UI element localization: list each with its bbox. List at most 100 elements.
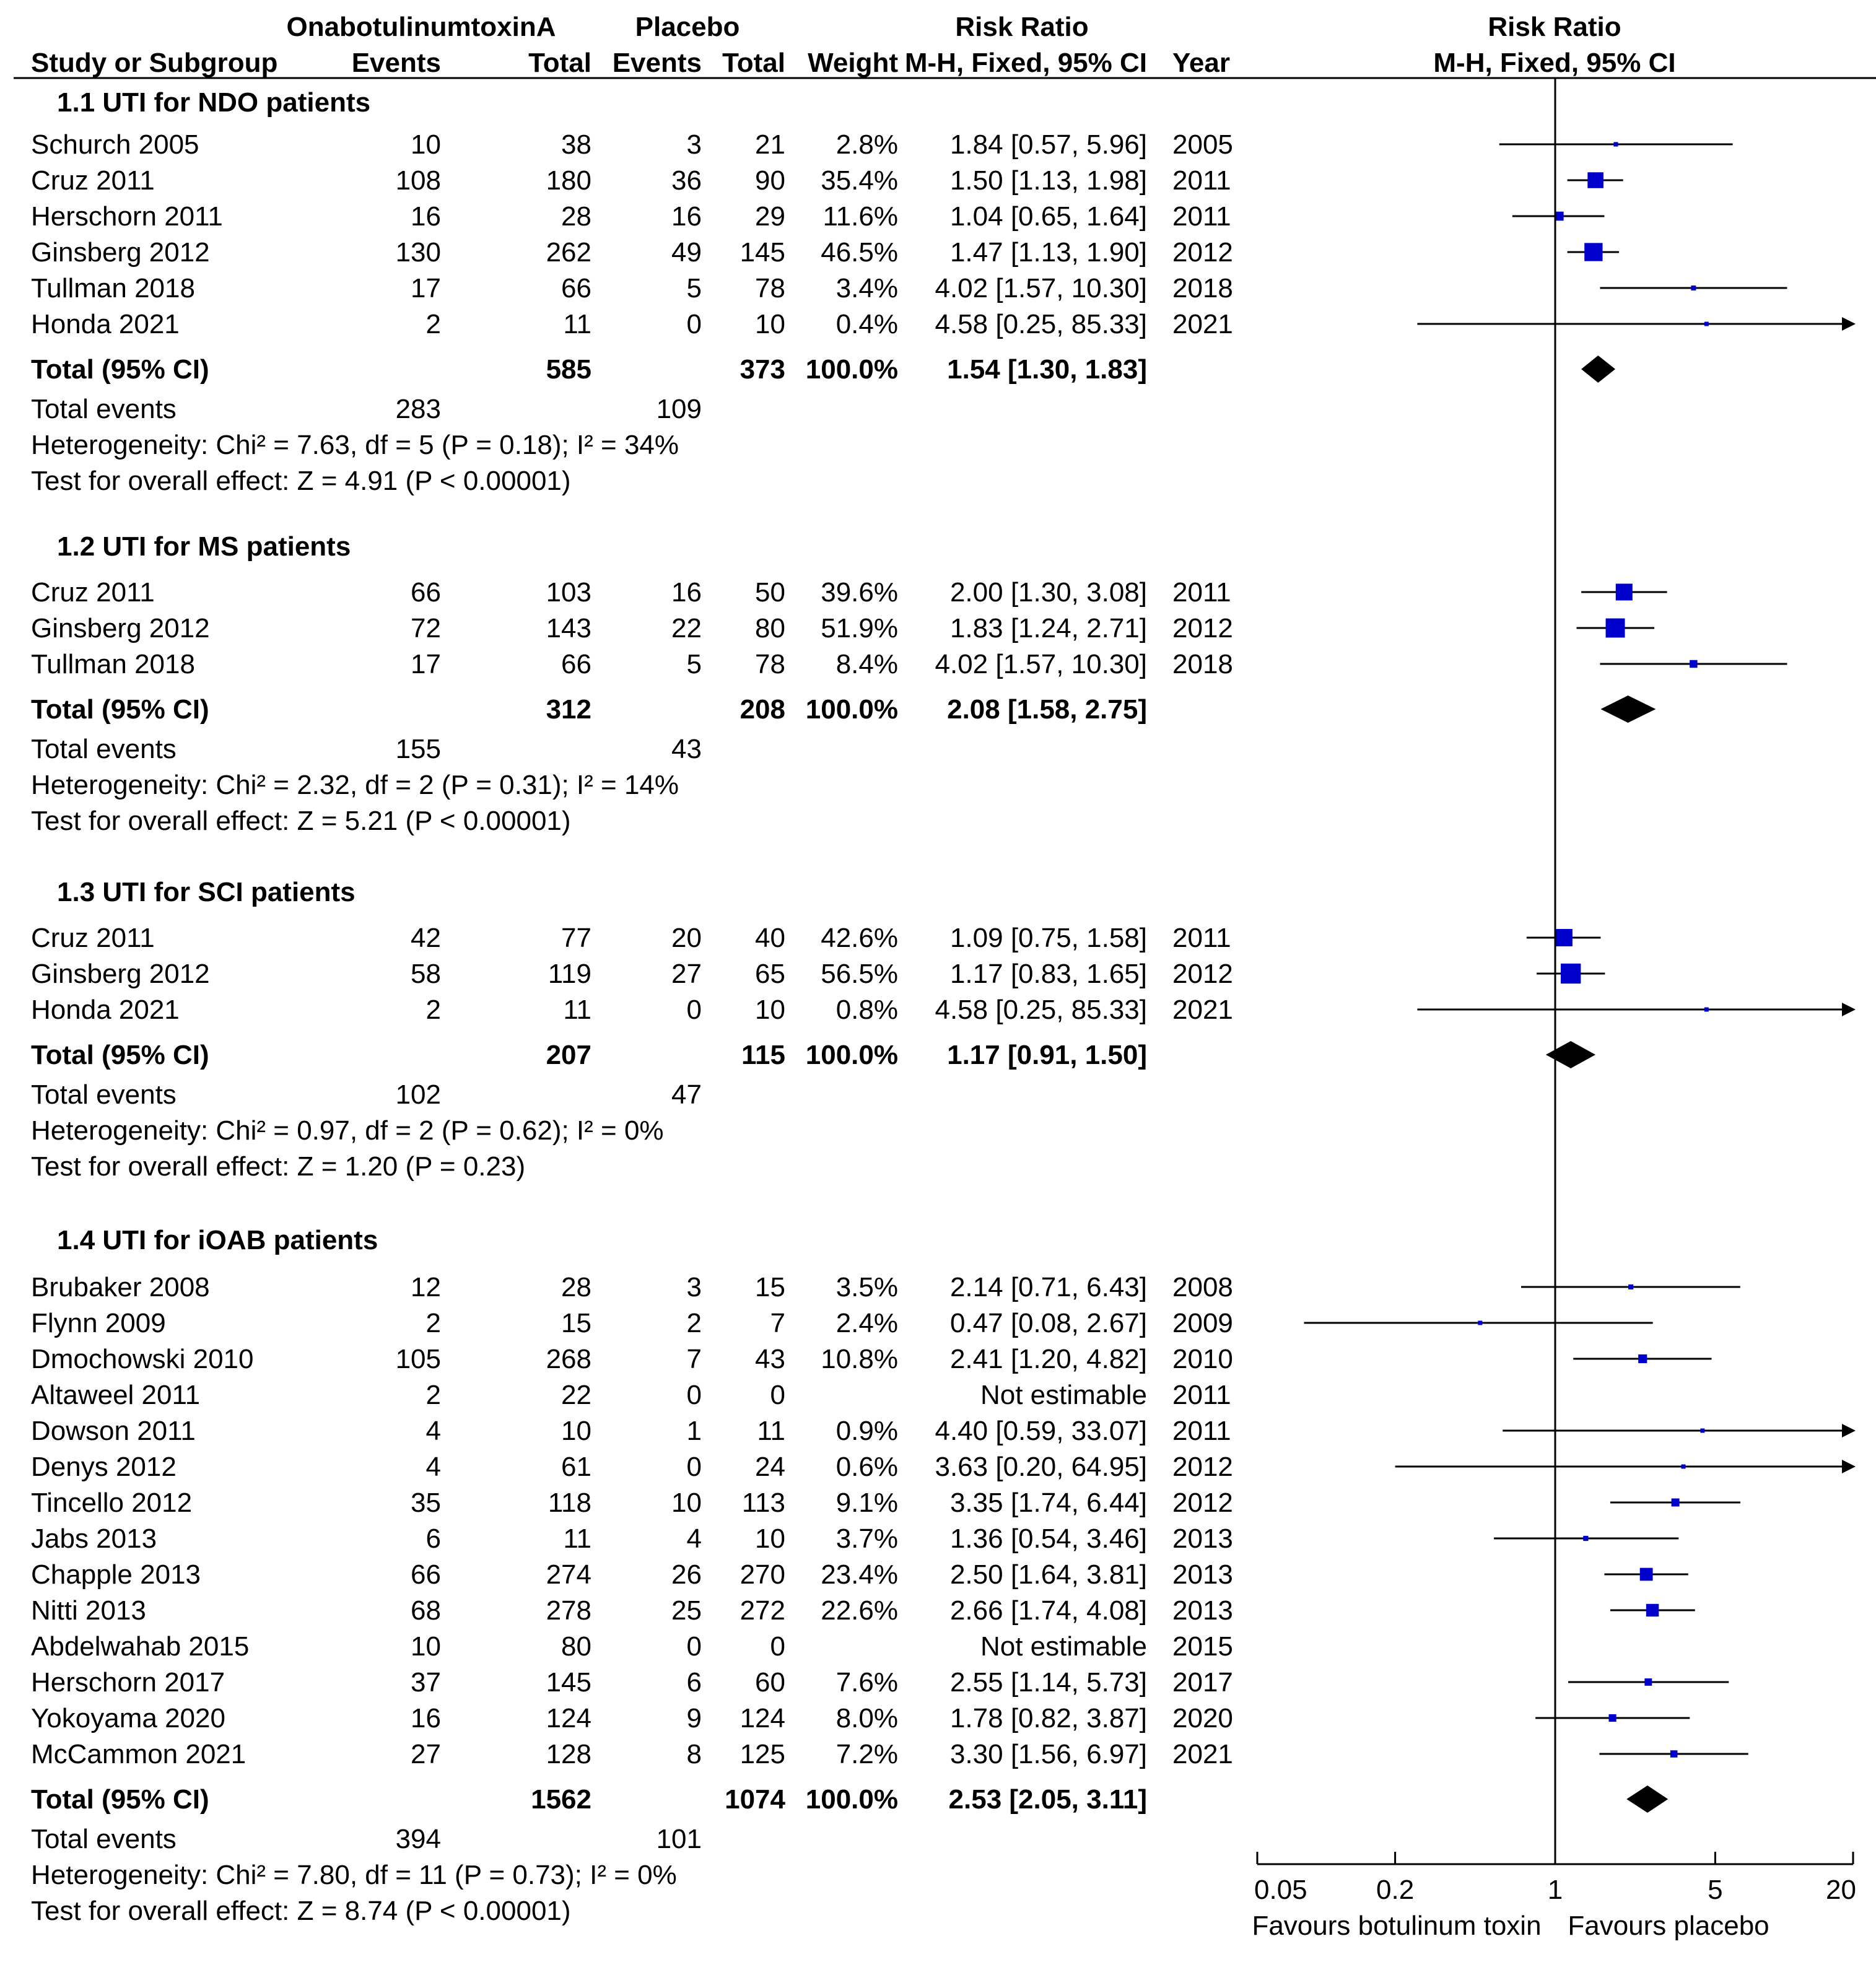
cell-total1: 124	[546, 1703, 591, 1733]
cell-events1: 16	[411, 1703, 441, 1733]
total-cell-total2: 1074	[725, 1784, 785, 1815]
cell-events1: 4	[426, 1452, 441, 1482]
pooled-diamond	[1581, 355, 1616, 383]
total-events-2: 47	[671, 1079, 702, 1110]
cell-total1: 128	[546, 1739, 591, 1769]
effect-square	[1681, 1464, 1686, 1469]
effect-square	[1561, 963, 1581, 984]
cell-events2: 10	[671, 1488, 702, 1518]
axis-tick-label: 0.05	[1254, 1875, 1307, 1905]
effect-square	[1704, 321, 1709, 326]
header-group1: OnabotulinumtoxinA	[286, 12, 556, 42]
cell-events1: 42	[411, 923, 441, 953]
cell-weight: 51.9%	[821, 613, 898, 643]
cell-weight: 42.6%	[821, 923, 898, 953]
cell-total2: 78	[755, 649, 785, 679]
cell-total1: 10	[561, 1416, 591, 1446]
study-name: Dmochowski 2010	[31, 1344, 254, 1374]
study-name: Tullman 2018	[31, 273, 195, 303]
heterogeneity-text: Heterogeneity: Chi² = 7.80, df = 11 (P =…	[31, 1860, 677, 1890]
cell-events1: 37	[411, 1667, 441, 1698]
total-cell-total2: 373	[740, 354, 785, 385]
total-events-2: 43	[671, 734, 702, 764]
effect-square	[1554, 211, 1564, 221]
cell-weight: 46.5%	[821, 237, 898, 268]
total-cell-total1: 585	[546, 354, 591, 385]
cell-events1: 2	[426, 995, 441, 1025]
total-cell-risk-ratio: 1.17 [0.91, 1.50]	[947, 1040, 1147, 1070]
cell-year: 2015	[1172, 1631, 1233, 1662]
cell-total2: 90	[755, 165, 785, 196]
cell-year: 2020	[1172, 1703, 1233, 1733]
cell-weight: 10.8%	[821, 1344, 898, 1374]
cell-events1: 12	[411, 1272, 441, 1302]
cell-total2: 145	[740, 237, 785, 268]
cell-total2: 10	[755, 995, 785, 1025]
cell-total2: 124	[740, 1703, 785, 1733]
ci-arrow	[1842, 1003, 1856, 1016]
cell-year: 2011	[1172, 923, 1231, 953]
ci-arrow	[1842, 1424, 1856, 1437]
cell-year: 2011	[1172, 1380, 1231, 1410]
cell-weight: 7.2%	[836, 1739, 898, 1769]
study-name: Nitti 2013	[31, 1595, 146, 1626]
cell-weight: 56.5%	[821, 959, 898, 989]
cell-total1: 11	[563, 1524, 591, 1554]
cell-risk-ratio: Not estimable	[980, 1631, 1147, 1662]
cell-events2: 5	[687, 273, 702, 303]
cell-events1: 105	[396, 1344, 441, 1374]
study-name: Dowson 2011	[31, 1416, 196, 1446]
cell-risk-ratio: 3.30 [1.56, 6.97]	[950, 1739, 1147, 1769]
cell-total1: 278	[546, 1595, 591, 1626]
cell-total2: 113	[742, 1488, 785, 1518]
cell-total2: 10	[755, 309, 785, 339]
ci-arrow	[1842, 1460, 1856, 1473]
cell-total1: 103	[546, 577, 591, 608]
cell-risk-ratio: 1.47 [1.13, 1.90]	[950, 237, 1147, 268]
cell-total1: 38	[561, 129, 591, 160]
cell-year: 2013	[1172, 1595, 1233, 1626]
cell-year: 2012	[1172, 237, 1233, 268]
total-events-2: 101	[657, 1824, 702, 1854]
cell-year: 2021	[1172, 1739, 1233, 1769]
cell-total2: 43	[755, 1344, 785, 1374]
cell-events2: 3	[687, 129, 702, 160]
cell-weight: 23.4%	[821, 1559, 898, 1590]
cell-events2: 0	[687, 1452, 702, 1482]
total-label: Total (95% CI)	[31, 1784, 209, 1815]
total-events-1: 283	[396, 394, 441, 424]
cell-events1: 66	[411, 1559, 441, 1590]
cell-weight: 22.6%	[821, 1595, 898, 1626]
cell-total2: 21	[755, 129, 785, 160]
effect-square	[1670, 1750, 1678, 1758]
cell-risk-ratio: 1.36 [0.54, 3.46]	[950, 1524, 1147, 1554]
header-group2: Placebo	[635, 12, 740, 42]
cell-events2: 49	[671, 237, 702, 268]
total-label: Total (95% CI)	[31, 694, 209, 725]
effect-square	[1700, 1428, 1705, 1433]
cell-weight: 0.8%	[836, 995, 898, 1025]
study-name: Denys 2012	[31, 1452, 177, 1482]
effect-square	[1555, 928, 1573, 947]
cell-events2: 7	[687, 1344, 702, 1374]
cell-risk-ratio: 4.58 [0.25, 85.33]	[935, 995, 1147, 1025]
cell-events1: 35	[411, 1488, 441, 1518]
cell-events2: 0	[687, 1380, 702, 1410]
study-name: Cruz 2011	[31, 923, 155, 953]
favours-right-label: Favours placebo	[1568, 1911, 1769, 1941]
cell-events2: 0	[687, 309, 702, 339]
cell-year: 2013	[1172, 1559, 1233, 1590]
cell-events2: 5	[687, 649, 702, 679]
total-events-label: Total events	[31, 1824, 177, 1854]
cell-total1: 80	[561, 1631, 591, 1662]
total-events-1: 102	[396, 1079, 441, 1110]
effect-square	[1671, 1498, 1680, 1507]
cell-risk-ratio: 1.50 [1.13, 1.98]	[950, 165, 1147, 196]
total-cell-weight: 100.0%	[806, 354, 898, 385]
cell-risk-ratio: 2.50 [1.64, 3.81]	[950, 1559, 1147, 1590]
effect-square	[1638, 1354, 1647, 1364]
cell-year: 2011	[1172, 165, 1231, 196]
cell-total1: 66	[561, 649, 591, 679]
cell-total1: 119	[548, 959, 591, 989]
cell-risk-ratio: 3.63 [0.20, 64.95]	[935, 1452, 1147, 1482]
